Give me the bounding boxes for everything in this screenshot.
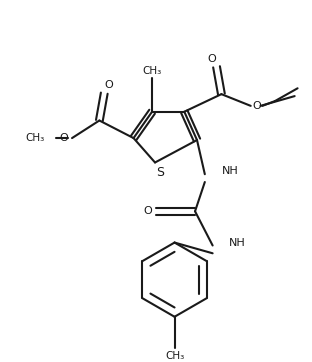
Text: O: O <box>105 80 114 90</box>
Text: NH: NH <box>222 166 238 176</box>
Text: O: O <box>144 206 153 216</box>
Text: O: O <box>59 133 68 143</box>
Text: CH₃: CH₃ <box>143 66 162 76</box>
Text: CH₃: CH₃ <box>26 133 45 143</box>
Text: NH: NH <box>229 237 246 248</box>
Text: O: O <box>253 101 261 111</box>
Text: S: S <box>156 166 164 179</box>
Text: CH₃: CH₃ <box>165 351 184 361</box>
Text: O: O <box>207 54 216 64</box>
